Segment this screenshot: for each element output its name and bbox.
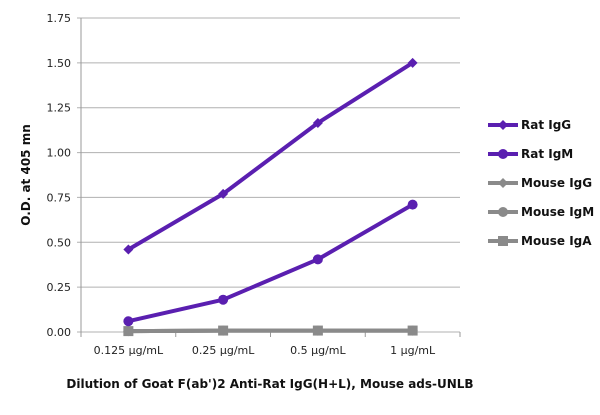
legend-item: Rat IgG — [488, 118, 571, 132]
x-tick-label: 0.125 µg/mL — [94, 344, 164, 357]
diamond-marker — [498, 120, 508, 130]
legend-label: Mouse IgM — [521, 205, 594, 219]
series-line — [127, 61, 414, 252]
diamond-marker — [407, 57, 418, 68]
diamond-marker — [312, 325, 323, 336]
series-line — [127, 202, 414, 324]
circle-marker — [312, 254, 323, 265]
x-tick-label: 0.5 µg/mL — [290, 344, 346, 357]
series-line — [128, 328, 413, 334]
diamond-marker — [312, 117, 323, 128]
diamond-marker — [123, 326, 134, 337]
diamond-marker — [498, 178, 508, 188]
diamond-marker — [123, 244, 134, 255]
legend-label: Mouse IgG — [521, 176, 592, 190]
diamond-marker — [218, 188, 229, 199]
y-tick-label: 0.75 — [47, 191, 72, 204]
x-axis-label: Dilution of Goat F(ab')2 Anti-Rat IgG(H+… — [66, 377, 473, 391]
circle-marker — [123, 316, 134, 327]
circle-marker — [218, 294, 229, 305]
y-tick-label: 0.00 — [47, 326, 72, 339]
diamond-marker — [218, 325, 229, 336]
series-rat-igg — [123, 57, 418, 255]
y-tick-label: 0.25 — [47, 281, 72, 294]
circle-marker — [407, 199, 418, 210]
y-axis-label: O.D. at 405 mn — [19, 124, 33, 225]
legend-label: Mouse IgA — [521, 234, 592, 248]
square-marker — [498, 236, 508, 246]
legend-label: Rat IgM — [521, 147, 573, 161]
series-mouse-igg — [123, 325, 418, 337]
y-tick-label: 0.50 — [47, 236, 72, 249]
legend-label: Rat IgG — [521, 118, 571, 132]
circle-marker — [498, 207, 508, 217]
y-tick-label: 1.50 — [47, 57, 72, 70]
x-tick-label: 1 µg/mL — [390, 344, 436, 357]
y-tick-label: 1.25 — [47, 102, 72, 115]
legend-item: Mouse IgA — [488, 234, 592, 248]
diamond-marker — [407, 325, 418, 336]
legend-item: Rat IgM — [488, 147, 573, 161]
series-rat-igm — [123, 199, 418, 327]
y-tick-label: 1.00 — [47, 147, 72, 160]
legend-item: Mouse IgM — [488, 205, 594, 219]
x-tick-label: 0.25 µg/mL — [192, 344, 255, 357]
circle-marker — [498, 149, 508, 159]
y-tick-label: 1.75 — [47, 12, 72, 25]
legend-item: Mouse IgG — [488, 176, 592, 190]
